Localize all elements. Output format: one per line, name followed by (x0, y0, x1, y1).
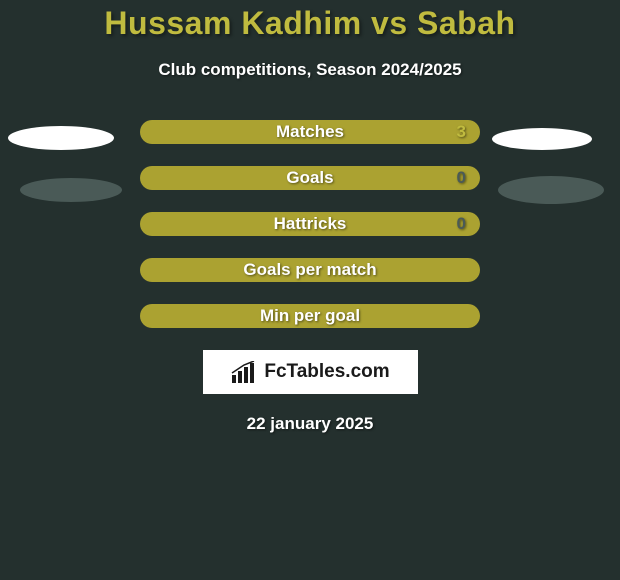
fctables-logo: FcTables.com (203, 350, 418, 394)
stat-label: Matches (276, 122, 344, 142)
season-subtitle: Club competitions, Season 2024/2025 (0, 60, 620, 80)
stat-label: Goals (286, 168, 333, 188)
stat-bar: Goals 0 (140, 166, 480, 190)
decorative-ellipse (8, 126, 114, 150)
stat-label: Goals per match (243, 260, 376, 280)
stat-value: 3 (457, 122, 466, 142)
comparison-title: Hussam Kadhim vs Sabah (0, 5, 620, 42)
stat-label: Min per goal (260, 306, 360, 326)
stat-bar: Min per goal (140, 304, 480, 328)
stat-row-min-per-goal: Min per goal (0, 304, 620, 328)
stat-row-hattricks: Hattricks 0 (0, 212, 620, 236)
decorative-ellipse (498, 176, 604, 204)
stat-value: 0 (457, 214, 466, 234)
bar-chart-icon (230, 361, 258, 383)
infographic-container: Hussam Kadhim vs Sabah Club competitions… (0, 0, 620, 580)
date-text: 22 january 2025 (0, 414, 620, 434)
stats-area: Matches 3 Goals 0 Hattricks 0 Goals per … (0, 120, 620, 328)
stat-bar: Matches 3 (140, 120, 480, 144)
decorative-ellipse (492, 128, 592, 150)
stat-value: 0 (457, 168, 466, 188)
stat-label: Hattricks (274, 214, 347, 234)
stat-bar: Goals per match (140, 258, 480, 282)
stat-bar: Hattricks 0 (140, 212, 480, 236)
logo-text: FcTables.com (264, 361, 389, 383)
stat-row-goals-per-match: Goals per match (0, 258, 620, 282)
decorative-ellipse (20, 178, 122, 202)
